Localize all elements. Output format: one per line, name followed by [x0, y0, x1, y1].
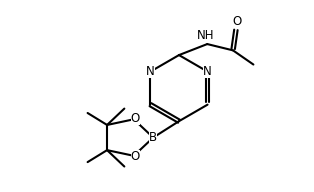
Text: O: O	[232, 15, 241, 28]
Text: B: B	[149, 131, 157, 144]
Text: O: O	[131, 113, 140, 126]
Text: NH: NH	[197, 29, 214, 42]
Text: O: O	[131, 150, 140, 163]
Text: N: N	[203, 65, 212, 78]
Text: N: N	[146, 65, 155, 78]
